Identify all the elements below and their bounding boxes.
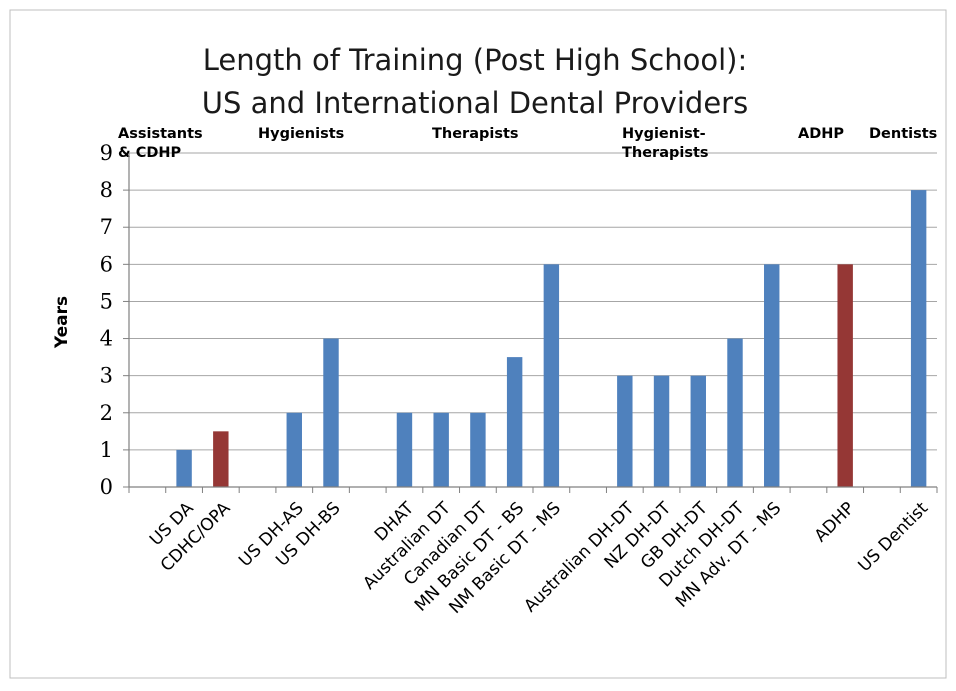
bar	[653, 375, 670, 487]
y-tick-label: 4	[100, 327, 113, 351]
y-axis-label: Years	[52, 296, 72, 349]
bar	[286, 412, 302, 487]
bar	[470, 412, 486, 487]
bar	[837, 264, 853, 487]
gridlines	[129, 152, 937, 451]
bar	[910, 190, 927, 487]
chart-title-line-2: US and International Dental Providers	[202, 86, 748, 120]
y-tick-label: 6	[100, 252, 113, 276]
group-label: Assistants	[118, 126, 203, 142]
y-axis-ticks: 0 1 2 3 4 5 6 7 8 9	[100, 141, 129, 499]
group-label: & CDHP	[118, 145, 182, 161]
chart-title: Length of Training (Post High School): U…	[202, 43, 748, 120]
chart-title-line-1: Length of Training (Post High School):	[203, 43, 748, 77]
bar	[396, 412, 413, 487]
group-label: Therapists	[432, 126, 519, 142]
y-tick-label: 1	[100, 438, 113, 462]
bar	[176, 449, 192, 487]
chart-border	[9, 9, 947, 679]
bar	[506, 357, 523, 487]
y-tick-label: 9	[100, 141, 113, 165]
group-label: Hygienists	[258, 126, 344, 142]
bar	[433, 412, 449, 487]
y-tick-label: 7	[100, 215, 113, 239]
bars	[176, 190, 927, 487]
bar	[617, 375, 633, 487]
group-label: Hygienist-	[622, 126, 706, 142]
y-tick-label: 8	[100, 178, 113, 202]
y-tick-label: 3	[100, 364, 113, 388]
bar	[213, 431, 229, 487]
group-label: ADHP	[798, 126, 844, 142]
bar	[323, 338, 339, 487]
bar	[543, 264, 560, 487]
group-label: Dentists	[869, 126, 937, 142]
y-tick-label: 5	[100, 289, 113, 313]
y-tick-label: 2	[100, 401, 113, 425]
y-tick-label: 0	[100, 475, 113, 499]
group-label: Therapists	[622, 145, 709, 161]
bar	[690, 375, 706, 487]
group-labels: Assistants & CDHP Hygienists Therapists Hygi…	[118, 126, 937, 161]
bar	[727, 338, 743, 487]
bar	[764, 264, 780, 487]
